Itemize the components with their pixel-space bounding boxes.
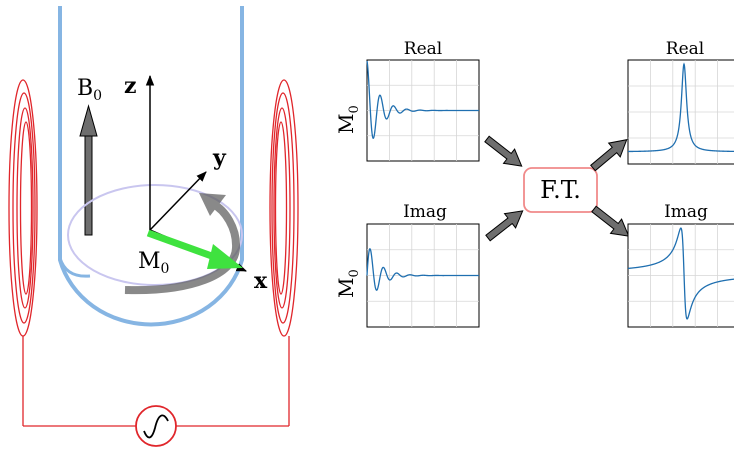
ft-box <box>523 167 598 213</box>
time-real-ylabel: M0 <box>334 105 362 134</box>
spectrum-imag-plot <box>627 223 734 328</box>
x-axis-label: x <box>254 268 268 294</box>
arrow-ft-to-imag <box>591 205 630 237</box>
time-real-title: Real <box>404 39 442 59</box>
b0-label: B0 <box>77 76 102 104</box>
ac-source-icon <box>135 405 177 447</box>
y-axis <box>149 171 207 231</box>
m0-label: M0 <box>138 249 169 277</box>
arrow-real-to-ft <box>484 135 523 167</box>
m0-vector <box>146 229 243 269</box>
time-imag-plot <box>366 223 480 328</box>
time-imag-title: Imag <box>403 202 447 222</box>
time-imag-ylabel: M0 <box>334 269 362 298</box>
b0-arrow <box>79 104 98 236</box>
arrow-ft-to-real <box>590 139 628 172</box>
arrow-imag-to-ft <box>485 210 524 242</box>
tube-lip <box>58 257 91 278</box>
spectrum-real-plot <box>627 59 734 165</box>
spectrum-imag-title: Imag <box>664 202 708 222</box>
left-coil <box>8 79 38 426</box>
precession-circle <box>67 184 243 286</box>
spectrum-real-title: Real <box>666 39 704 59</box>
time-real-plot <box>366 59 480 162</box>
sample-tube <box>58 6 244 327</box>
right-coil <box>269 79 299 426</box>
ft-label: F.T. <box>540 176 581 204</box>
y-axis-label: y <box>212 145 227 171</box>
z-axis-label: z <box>124 73 137 99</box>
rotation-arrow <box>124 193 241 295</box>
